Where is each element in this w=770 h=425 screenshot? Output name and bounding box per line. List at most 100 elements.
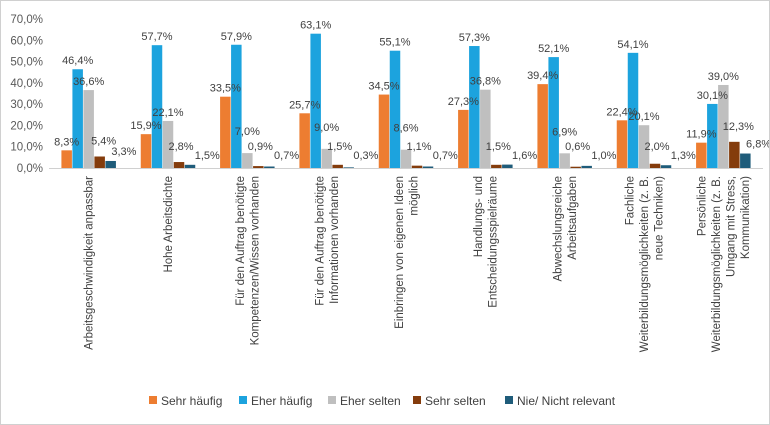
y-tick-label: 50,0% [10, 57, 43, 69]
data-label: 55,1% [379, 37, 410, 49]
bar [332, 164, 343, 168]
bar [184, 164, 196, 168]
bar [740, 153, 751, 168]
category-label-line: Kommunikation) [740, 176, 752, 259]
bar [173, 162, 185, 168]
data-label: 57,7% [141, 31, 172, 43]
data-label: 0,7% [433, 150, 458, 162]
bar [411, 165, 423, 168]
data-label: 34,5% [368, 81, 399, 93]
y-tick-label: 0,0% [17, 163, 43, 175]
bar [729, 141, 740, 168]
data-label: 63,1% [300, 20, 331, 32]
data-label: 8,3% [54, 136, 79, 148]
data-label: 6,9% [552, 126, 577, 138]
data-label: 11,9% [686, 129, 717, 141]
bar [105, 160, 116, 168]
bar [458, 109, 469, 168]
bar [264, 166, 275, 168]
bar [570, 166, 581, 168]
bar [537, 84, 548, 168]
legend-label: Nie/ Nicht relevant [517, 394, 616, 408]
y-tick-label: 40,0% [10, 78, 43, 90]
bar [491, 164, 502, 168]
legend-label: Sehr häufig [161, 394, 222, 408]
data-label: 57,3% [459, 32, 490, 44]
bar [649, 163, 661, 168]
bar [343, 167, 354, 168]
data-label: 57,9% [221, 31, 252, 43]
y-tick-label: 70,0% [10, 14, 43, 26]
data-label: 0,3% [353, 150, 378, 162]
data-label: 7,0% [235, 126, 260, 138]
category-label-line: Umgang mit Stress, [726, 176, 738, 277]
data-label: 22,4% [606, 106, 637, 118]
category-label-line: möglich [408, 176, 420, 216]
bar [83, 90, 94, 168]
category-label-line: Persönliche [697, 176, 709, 236]
category-label: Persönliche Weiterbildungsmöglichkeiten (… [697, 176, 753, 352]
category-label: Hohe Arbeitsdichte [163, 176, 175, 273]
category-label-line: Entscheidungsspielräume [488, 176, 500, 308]
category-label-line: Weiterbildungsmöglichkeiten (z. B. [639, 176, 651, 352]
data-label: 15,9% [130, 120, 161, 132]
data-label: 1,5% [327, 141, 352, 153]
bar [94, 156, 105, 168]
data-label: 3,3% [111, 146, 136, 158]
data-label: 1,1% [406, 141, 431, 153]
data-label: 20,1% [628, 111, 659, 123]
bar [469, 46, 480, 169]
data-label: 54,1% [617, 39, 648, 51]
bar [422, 166, 434, 168]
bar [310, 33, 321, 169]
bar [321, 148, 332, 168]
bars [61, 33, 751, 169]
bar [162, 120, 174, 168]
data-label: 36,6% [73, 76, 104, 88]
data-label: 1,6% [512, 150, 537, 162]
bar [253, 166, 264, 168]
bar [502, 164, 513, 168]
data-label: 33,5% [210, 83, 241, 95]
data-label: 12,3% [723, 121, 754, 133]
bar [72, 69, 83, 168]
category-label-line: Abwechslungsreiche [552, 176, 564, 281]
data-label: 39,0% [708, 71, 739, 83]
data-label: 2,8% [168, 141, 193, 153]
data-label: 6,8% [746, 139, 769, 151]
y-tick-label: 10,0% [10, 142, 43, 154]
category-label: Für den Auftrag benötigte Kompetenzen/Wis… [235, 176, 261, 345]
category-label: Arbeitsgeschwindigkeit anpassbar [84, 176, 96, 350]
category-label-line: Für den Auftrag benötigte [235, 176, 247, 306]
category-label-line: Arbeitsgeschwindigkeit anpassbar [84, 176, 96, 350]
bar [61, 150, 72, 168]
bar [616, 120, 628, 168]
data-label: 1,3% [671, 150, 696, 162]
bar [707, 103, 718, 168]
y-tick-label: 20,0% [10, 120, 43, 132]
data-label: 5,4% [91, 136, 116, 148]
category-label-line: Hohe Arbeitsdichte [163, 176, 175, 273]
y-axis: 0,0% 10,0% 20,0% 30,0% 40,0% 50,0% 60,0% 70,0% [10, 14, 43, 175]
category-label-line: Weiterbildungsmöglichkeiten (z. B. [711, 176, 723, 352]
category-label: Handlungs- und Entscheidungsspielräume [473, 176, 500, 308]
category-label: Für den Auftrag benötigte Informationen v… [314, 176, 341, 306]
data-label: 1,0% [591, 150, 616, 162]
data-label: 1,5% [486, 141, 511, 153]
legend-label: Sehr selten [425, 394, 486, 408]
data-label: 27,3% [448, 96, 479, 108]
data-label: 9,0% [314, 122, 339, 134]
bar [696, 142, 707, 168]
bar [718, 84, 729, 168]
bar [638, 125, 650, 168]
bar [231, 44, 242, 168]
legend-swatch [149, 396, 157, 404]
legend: Sehr häufig Eher häufig Eher selten Sehr se… [149, 394, 616, 408]
data-label: 0,6% [565, 141, 590, 153]
category-label-line: Handlungs- und [473, 176, 485, 257]
bar [581, 165, 592, 168]
y-tick-label: 30,0% [10, 99, 43, 111]
bar [559, 153, 570, 168]
